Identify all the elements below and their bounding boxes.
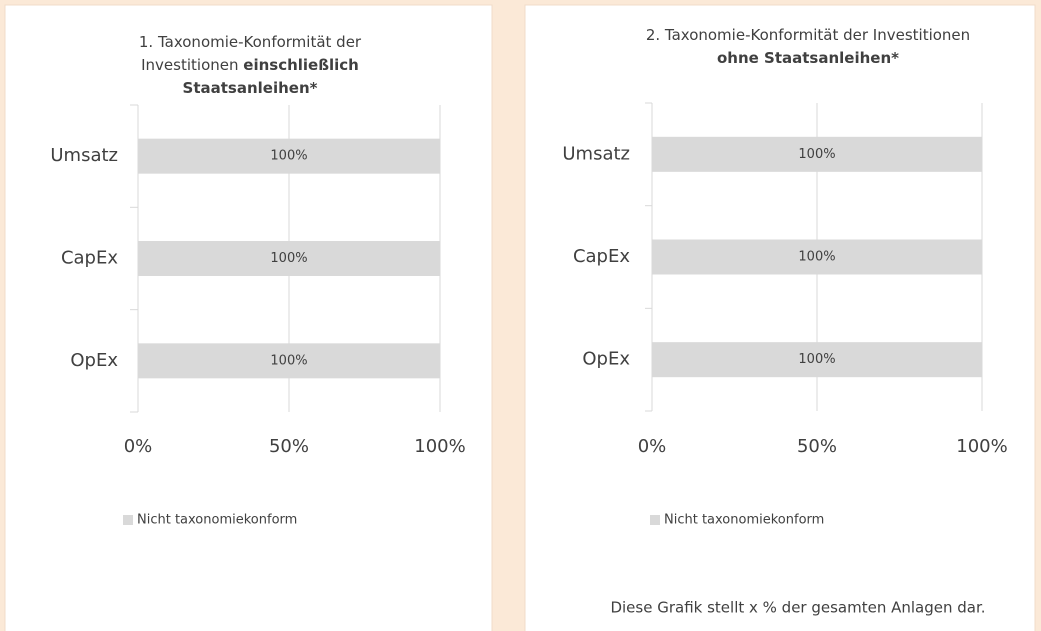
title-part: einschließlich xyxy=(243,56,359,74)
data-label: 100% xyxy=(798,147,835,162)
data-label: 100% xyxy=(270,353,307,368)
x-tick-label: 0% xyxy=(124,436,153,457)
data-label: 100% xyxy=(798,250,835,265)
chart-title: 2. Taxonomie-Konformität der Investition… xyxy=(646,26,970,44)
x-tick-label: 0% xyxy=(638,436,667,457)
x-tick-label: 50% xyxy=(269,436,309,457)
chart-title: ohne Staatsanleihen* xyxy=(717,49,899,67)
x-tick-label: 50% xyxy=(797,436,837,457)
data-label: 100% xyxy=(270,251,307,266)
legend-label: Nicht taxonomiekonform xyxy=(664,513,824,528)
y-tick-label: Umsatz xyxy=(562,143,630,164)
x-tick-label: 100% xyxy=(956,436,1007,457)
legend-swatch xyxy=(650,515,660,525)
chart-title: Investitionen einschließlich xyxy=(141,56,359,74)
y-tick-label: Umsatz xyxy=(50,145,118,166)
note: Diese Grafik stellt x % der gesamten Anl… xyxy=(610,599,985,617)
legend-swatch xyxy=(123,515,133,525)
chart-title: 1. Taxonomie-Konformität der xyxy=(139,33,362,51)
legend-label: Nicht taxonomiekonform xyxy=(137,513,297,528)
bar xyxy=(652,239,982,275)
panel xyxy=(524,4,1036,631)
panel xyxy=(4,4,493,631)
data-label: 100% xyxy=(798,352,835,367)
bar xyxy=(138,138,440,174)
y-tick-label: OpEx xyxy=(582,349,630,370)
title-part: Staatsanleihen* xyxy=(183,79,318,97)
data-label: 100% xyxy=(270,149,307,164)
bar xyxy=(652,342,982,378)
title-part: 1. Taxonomie-Konformität der xyxy=(139,33,362,51)
bar xyxy=(652,136,982,172)
y-tick-label: CapEx xyxy=(573,246,630,267)
title-part: Investitionen xyxy=(141,56,243,74)
title-part: ohne Staatsanleihen* xyxy=(717,49,899,67)
bar xyxy=(138,241,440,276)
title-part: 2. Taxonomie-Konformität der Investition… xyxy=(646,26,970,44)
chart-title: Staatsanleihen* xyxy=(183,79,318,97)
x-tick-label: 100% xyxy=(414,436,465,457)
bar xyxy=(138,343,440,379)
y-tick-label: OpEx xyxy=(70,350,118,371)
y-tick-label: CapEx xyxy=(61,248,118,269)
